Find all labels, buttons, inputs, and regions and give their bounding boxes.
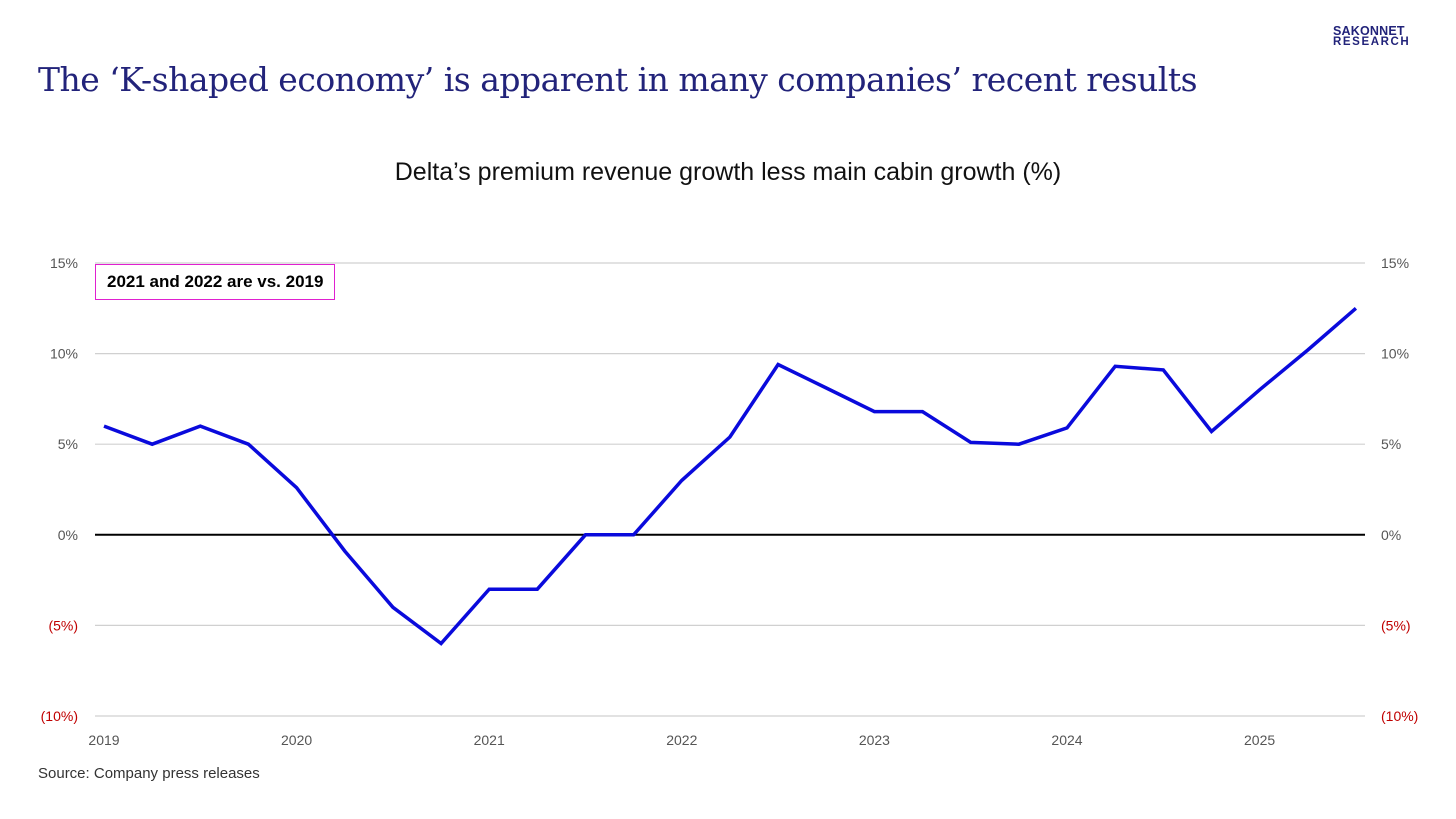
x-tick-label: 2024 <box>1051 732 1082 748</box>
x-tick-label: 2021 <box>474 732 505 748</box>
chart-annotation: 2021 and 2022 are vs. 2019 <box>95 264 336 300</box>
y-tick-label-left: 15% <box>50 255 78 271</box>
y-tick-label-left: 10% <box>50 346 78 362</box>
logo-line-1: SAKONNET <box>1333 24 1405 38</box>
sakonnet-research-logo: SAKONNET RESEARCH <box>1333 24 1411 48</box>
x-tick-label: 2025 <box>1244 732 1275 748</box>
x-tick-label: 2019 <box>88 732 119 748</box>
chart-title: Delta’s premium revenue growth less main… <box>394 158 1062 186</box>
page-title: The ‘K-shaped economy’ is apparent in ma… <box>38 60 1198 99</box>
y-tick-label-right: 10% <box>1381 346 1409 362</box>
y-tick-label-left: (5%) <box>48 617 78 633</box>
y-tick-label-right: (5%) <box>1381 617 1411 633</box>
x-tick-label: 2022 <box>666 732 697 748</box>
source-note: Source: Company press releases <box>38 765 260 782</box>
y-tick-label-right: 0% <box>1381 527 1401 543</box>
y-tick-label-left: 0% <box>58 527 78 543</box>
x-tick-label: 2023 <box>859 732 890 748</box>
x-tick-label: 2020 <box>281 732 312 748</box>
series-line <box>103 306 1358 646</box>
y-tick-label-left: (10%) <box>41 708 78 724</box>
y-tick-label-right: 5% <box>1381 436 1401 452</box>
logo-line-2: RESEARCH <box>1333 36 1411 48</box>
y-tick-label-right: (10%) <box>1381 708 1418 724</box>
y-tick-label-right: 15% <box>1381 255 1409 271</box>
y-tick-label-left: 5% <box>58 436 78 452</box>
